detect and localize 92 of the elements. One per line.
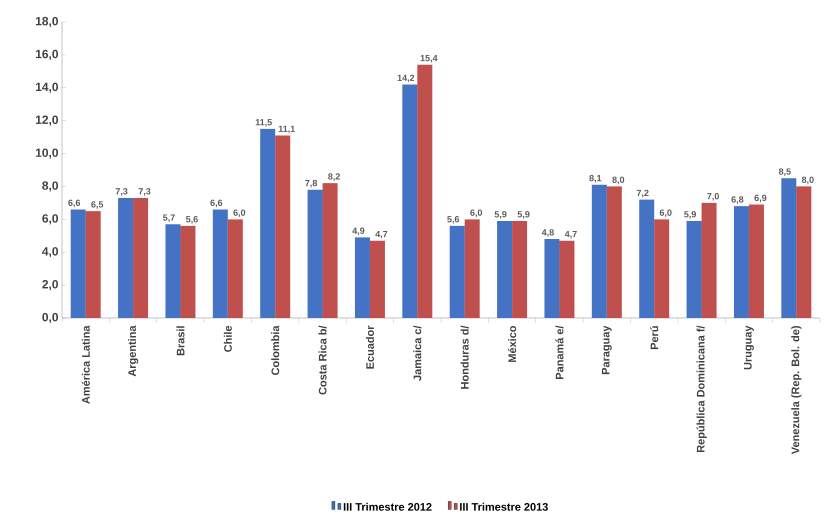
data-label: 6,0	[233, 209, 246, 218]
bar	[322, 183, 338, 318]
y-tick-label: 12,0	[36, 116, 58, 126]
bar	[86, 211, 101, 318]
bar	[559, 240, 574, 318]
y-tick-label: 0,0	[42, 312, 58, 324]
data-label: 8,0	[802, 176, 814, 184]
data-label: 11,1	[278, 126, 295, 134]
data-label: 6,0	[660, 209, 672, 218]
bar	[275, 135, 290, 318]
x-tick-label: Costa Rica b/	[318, 326, 327, 394]
bar	[118, 198, 134, 318]
y-tick-label: 6,0	[42, 214, 58, 224]
data-label: 5,9	[518, 211, 530, 219]
bar	[748, 204, 764, 318]
x-tick-label: Ecuador	[366, 326, 374, 369]
data-label: 14,2	[398, 74, 414, 82]
data-label: 6,6	[68, 200, 80, 208]
x-tick-label: Argentina	[128, 325, 138, 376]
legend-label: III Trimestre 2013	[460, 502, 548, 511]
x-tick-label: Jamaica c/	[413, 326, 422, 381]
data-label: 15,4	[420, 54, 438, 63]
x-tick-label: Venezuela (Rep. Bol. de)	[791, 326, 802, 454]
bar	[165, 224, 180, 318]
data-label: 6,6	[210, 200, 222, 208]
bar	[70, 209, 86, 318]
data-label: 7,2	[636, 190, 649, 198]
y-tick-label: 2,0	[42, 280, 58, 290]
y-tick-label: 4,0	[42, 247, 58, 258]
legend-label: III Trimestre 2012	[344, 502, 432, 511]
x-tick-label: Perú	[650, 326, 658, 350]
bar	[686, 220, 702, 318]
data-label: 7,3	[116, 188, 128, 196]
x-tick-label: Uruguay	[744, 326, 754, 370]
y-tick-label: 14,0	[36, 82, 58, 93]
x-tick-label: Colombia	[271, 325, 280, 375]
bar	[796, 186, 812, 318]
data-label: 11,5	[256, 119, 272, 127]
data-label: 8,2	[328, 173, 340, 181]
bar	[260, 128, 276, 318]
x-tick-label: República Dominicana f/	[696, 326, 707, 452]
y-tick-label: 16,0	[36, 50, 58, 60]
data-label: 4,7	[375, 230, 388, 238]
bar	[592, 184, 607, 318]
bar	[354, 237, 370, 318]
bar	[781, 178, 796, 318]
bar	[512, 220, 528, 318]
bar	[212, 209, 228, 318]
y-tick-label: 8,0	[42, 181, 58, 192]
bar	[497, 220, 512, 318]
x-tick-label: Chile	[224, 326, 232, 352]
bar	[606, 186, 622, 318]
bar	[639, 200, 654, 318]
bar	[228, 219, 243, 318]
data-label: 8,0	[612, 176, 624, 184]
bar	[402, 84, 418, 318]
y-tick-label: 10,0	[36, 148, 58, 159]
bar	[654, 219, 670, 318]
data-label: 6,8	[732, 196, 744, 204]
bar	[464, 219, 480, 318]
bar	[308, 190, 323, 318]
x-tick-label: México	[508, 326, 516, 362]
data-label: 5,9	[684, 211, 696, 219]
bar	[370, 240, 385, 318]
bar	[450, 226, 465, 318]
data-label: 8,5	[778, 168, 791, 176]
bar	[417, 64, 432, 318]
bar	[133, 198, 148, 318]
x-tick-label: América Latina	[82, 325, 90, 404]
bar	[702, 202, 717, 318]
data-label: 4,9	[352, 228, 364, 236]
x-tick-label: Honduras d/	[460, 326, 469, 389]
x-tick-label: Panamá e/	[555, 326, 564, 379]
bar	[734, 206, 749, 318]
bar	[544, 239, 560, 318]
data-label: 6,9	[754, 194, 766, 202]
x-tick-label: Paraguay	[602, 326, 612, 374]
data-label: 4,7	[564, 230, 577, 238]
data-label: 7,8	[305, 180, 318, 188]
y-tick-label: 18,0	[36, 16, 58, 28]
data-label: 5,7	[162, 214, 175, 222]
data-label: 5,6	[186, 216, 198, 224]
data-label: 5,9	[494, 211, 506, 219]
data-label: 4,8	[542, 229, 554, 237]
data-label: 8,1	[589, 174, 602, 183]
x-tick-label: Brasil	[176, 326, 184, 356]
data-label: 7,0	[707, 193, 719, 201]
data-label: 6,0	[470, 209, 482, 218]
bar	[180, 226, 196, 318]
data-label: 7,3	[138, 188, 150, 196]
data-label: 5,6	[447, 216, 460, 224]
data-label: 6,5	[91, 201, 104, 209]
